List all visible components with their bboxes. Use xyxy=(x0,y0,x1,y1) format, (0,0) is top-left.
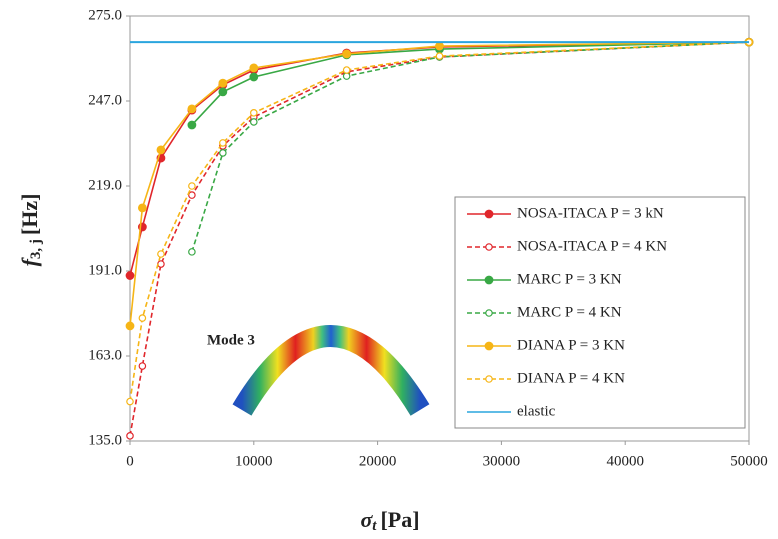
point xyxy=(220,140,226,146)
point xyxy=(139,204,147,212)
y-label-sub: 3, j xyxy=(28,239,44,259)
annotation: Mode 3 xyxy=(207,332,255,348)
point xyxy=(220,150,226,156)
point xyxy=(343,50,351,58)
point xyxy=(127,398,133,404)
x-axis-label: σt[Pa] xyxy=(360,507,419,534)
point xyxy=(219,88,227,96)
x-tick-label: 20000 xyxy=(359,453,397,469)
y-label-unit: [Hz] xyxy=(17,194,42,236)
point xyxy=(189,249,195,255)
point xyxy=(126,272,134,280)
mode-shape xyxy=(242,336,420,410)
point xyxy=(139,315,145,321)
x-tick-label: 40000 xyxy=(606,453,644,469)
point xyxy=(127,433,133,439)
legend-label: MARC P = 4 KN xyxy=(517,304,622,320)
y-tick-label: 219.0 xyxy=(88,177,122,193)
point xyxy=(343,73,349,79)
point xyxy=(251,110,257,116)
chart: Mode 3 σt[Pa] f3, j[Hz] 135.0163.0191.02… xyxy=(0,0,778,539)
legend-label: MARC P = 3 KN xyxy=(517,271,622,287)
y-tick-label: 163.0 xyxy=(88,347,122,363)
point xyxy=(343,67,349,73)
legend-label: NOSA-ITACA P = 3 kN xyxy=(517,205,664,221)
y-tick-label: 135.0 xyxy=(88,432,122,448)
y-axis-label: f3, j[Hz] xyxy=(17,194,44,267)
x-label-sub: t xyxy=(372,518,377,534)
point xyxy=(250,64,258,72)
legend-marker xyxy=(485,210,493,218)
page: Mode 3 σt[Pa] f3, j[Hz] 135.0163.0191.02… xyxy=(0,0,778,539)
x-tick-label: 10000 xyxy=(235,453,273,469)
legend-label: DIANA P = 4 KN xyxy=(517,370,625,386)
point xyxy=(189,183,195,189)
legend-label: elastic xyxy=(517,403,556,419)
y-tick-label: 191.0 xyxy=(88,262,122,278)
legend-marker xyxy=(485,276,493,284)
point xyxy=(139,363,145,369)
x-tick-label: 0 xyxy=(126,453,134,469)
point xyxy=(219,79,227,87)
point xyxy=(189,192,195,198)
point xyxy=(188,121,196,129)
legend-label: NOSA-ITACA P = 4 KN xyxy=(517,238,667,254)
point xyxy=(188,105,196,113)
x-tick-label: 50000 xyxy=(730,453,768,469)
x-label-unit: [Pa] xyxy=(380,507,419,532)
point xyxy=(251,119,257,125)
point xyxy=(436,42,444,50)
legend-label: DIANA P = 3 KN xyxy=(517,337,625,353)
legend-marker xyxy=(486,376,492,382)
y-tick-label: 247.0 xyxy=(88,92,122,108)
point xyxy=(126,322,134,330)
point xyxy=(158,251,164,257)
point xyxy=(250,73,258,81)
y-tick-label: 275.0 xyxy=(88,7,122,23)
series-line xyxy=(192,42,749,125)
point xyxy=(157,146,165,154)
legend-marker xyxy=(486,244,492,250)
x-tick-label: 30000 xyxy=(483,453,521,469)
point xyxy=(436,53,442,59)
legend-marker xyxy=(486,310,492,316)
legend-marker xyxy=(485,342,493,350)
